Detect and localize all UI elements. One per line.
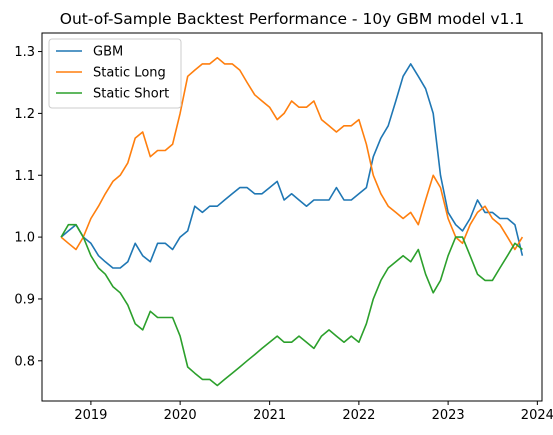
x-tick-label: 2019	[74, 408, 107, 423]
y-tick-label: 0.8	[14, 354, 35, 369]
plot-frame	[41, 32, 543, 402]
legend-label: GBM	[93, 45, 123, 60]
legend: GBM Static Long Static Short	[48, 38, 182, 109]
x-tick-label: 2022	[342, 408, 375, 423]
legend-label: Static Short	[93, 87, 169, 102]
y-tick-label: 1.0	[14, 231, 35, 246]
x-tick-label: 2020	[164, 408, 197, 423]
x-tick-label: 2024	[521, 408, 553, 423]
x-tick-label: 2023	[432, 408, 465, 423]
y-tick-label: 1.2	[14, 107, 35, 122]
y-axis: 0.8 0.9 1.0 1.1 1.2 1.3	[14, 45, 42, 369]
y-tick-label: 1.3	[14, 45, 35, 60]
y-tick-label: 1.1	[14, 169, 35, 184]
chart-title: Out-of-Sample Backtest Performance - 10y…	[60, 10, 525, 28]
series-layer	[60, 56, 524, 387]
legend-label: Static Long	[93, 66, 166, 81]
y-tick-label: 0.9	[14, 292, 35, 307]
legend-box	[48, 38, 182, 109]
x-tick-label: 2021	[253, 408, 286, 423]
series-line-static-long	[60, 56, 524, 251]
x-axis: 2019 2020 2021 2022 2023 2024	[74, 401, 553, 423]
series-line-static-short	[60, 223, 523, 387]
series-line-gbm	[60, 63, 524, 269]
